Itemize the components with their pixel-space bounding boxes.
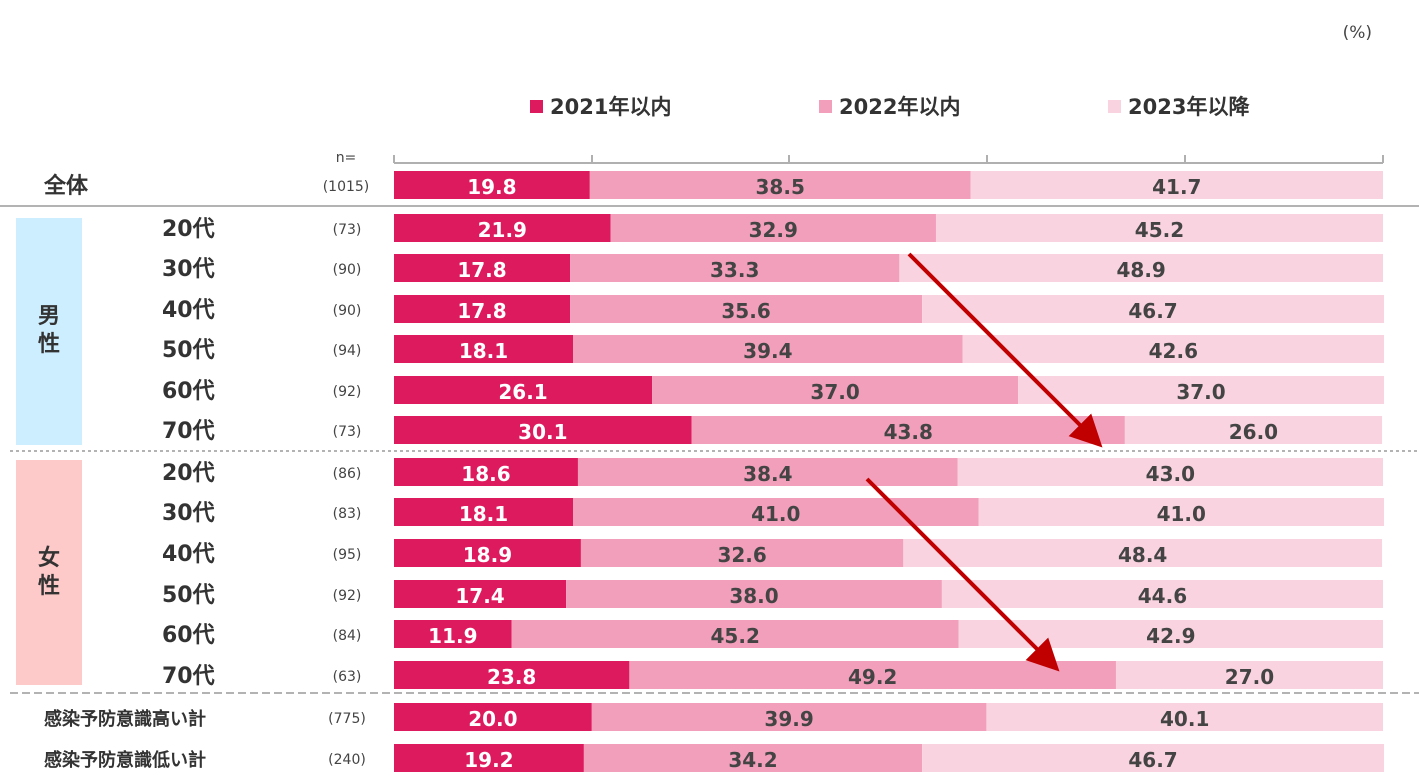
row-n-label: (775) [328,711,366,727]
bar-value-label: 37.0 [810,380,859,404]
bar-value-label: 41.7 [1152,175,1201,199]
bar-rows: 19.8 38.5 41.7 全体 (1015) 21.9 32.9 45.2 20代 (73) 1… [43,171,1384,772]
bar-value-label: 37.0 [1176,380,1225,404]
row-n-label: (92) [333,588,362,604]
row-n-label: (90) [333,303,362,319]
row-n-label: (83) [333,506,362,522]
legend-label-2022: 2022年以内 [839,95,960,119]
legend-label-2023: 2023年以降 [1128,95,1250,119]
bar-value-label: 48.9 [1117,258,1166,282]
bar-value-label: 17.8 [457,258,506,282]
n-header: n= [336,150,357,166]
row-label: 30代 [162,501,215,526]
bar-value-label: 34.2 [728,748,777,772]
unit-label: (%) [1343,23,1372,43]
bar-value-label: 19.2 [464,748,513,772]
row-n-label: (73) [333,424,362,440]
bar-value-label: 38.5 [756,175,805,199]
row-label: 20代 [162,461,215,486]
bar-value-label: 43.0 [1146,462,1195,486]
legend-swatch-2022 [819,100,832,113]
bar-value-label: 18.6 [461,462,510,486]
row-n-label: (94) [333,343,362,359]
row-label: 70代 [162,664,215,689]
bar-value-label: 32.9 [749,218,798,242]
legend-swatch-2023 [1108,100,1121,113]
row-n-label: (92) [333,384,362,400]
bar-value-label: 35.6 [721,299,770,323]
bar-value-label: 42.6 [1149,339,1198,363]
row-label: 感染予防意識低い計 [44,749,206,771]
bar-value-label: 27.0 [1225,665,1274,689]
row-label: 30代 [162,257,215,282]
bar-value-label: 43.8 [884,420,933,444]
row-label: 60代 [162,379,215,404]
bar-value-label: 23.8 [487,665,536,689]
row-n-label: (73) [333,222,362,238]
row-label: 全体 [43,173,89,199]
bar-value-label: 41.0 [751,502,800,526]
bar-value-label: 48.4 [1118,543,1167,567]
row-label: 20代 [162,217,215,242]
bar-value-label: 26.0 [1229,420,1278,444]
stacked-bar-chart: (%) 2021年以内 2022年以内 2023年以降 n= 男性 女性 19.… [0,0,1419,777]
bar-value-label: 39.4 [743,339,792,363]
row-label: 60代 [162,623,215,648]
bar-value-label: 38.4 [743,462,792,486]
legend-swatch-2021 [530,100,543,113]
bar-value-label: 18.9 [463,543,512,567]
row-label: 40代 [162,542,215,567]
bar-value-label: 17.8 [457,299,506,323]
bar-value-label: 39.9 [764,707,813,731]
bar-value-label: 33.3 [710,258,759,282]
bar-value-label: 45.2 [711,624,760,648]
row-n-label: (240) [328,752,366,768]
bar-value-label: 42.9 [1146,624,1195,648]
row-label: 50代 [162,338,215,363]
bar-value-label: 21.9 [478,218,527,242]
row-label: 40代 [162,298,215,323]
row-n-label: (95) [333,547,362,563]
row-n-label: (86) [333,466,362,482]
row-n-label: (84) [333,628,362,644]
bar-value-label: 38.0 [729,584,778,608]
legend-label-2021: 2021年以内 [550,95,671,119]
bar-value-label: 11.9 [428,624,477,648]
female-group-box [16,460,82,685]
bar-value-label: 45.2 [1135,218,1184,242]
bar-value-label: 26.1 [498,380,547,404]
row-n-label: (63) [333,669,362,685]
row-n-label: (90) [333,262,362,278]
bar-value-label: 18.1 [459,502,508,526]
bar-value-label: 32.6 [717,543,766,567]
bar-value-label: 17.4 [455,584,504,608]
bar-value-label: 30.1 [518,420,567,444]
bar-value-label: 20.0 [468,707,517,731]
bar-value-label: 40.1 [1160,707,1209,731]
bar-value-label: 41.0 [1157,502,1206,526]
bar-value-label: 49.2 [848,665,897,689]
row-n-label: (1015) [323,179,370,195]
top-axis [394,155,1383,163]
bar-value-label: 18.1 [459,339,508,363]
legend: 2021年以内 2022年以内 2023年以降 [530,95,1250,119]
bar-value-label: 46.7 [1128,748,1177,772]
bar-value-label: 19.8 [467,175,516,199]
row-label: 70代 [162,419,215,444]
row-label: 感染予防意識高い計 [44,708,206,730]
row-label: 50代 [162,583,215,608]
bar-value-label: 44.6 [1138,584,1187,608]
bar-value-label: 46.7 [1128,299,1177,323]
